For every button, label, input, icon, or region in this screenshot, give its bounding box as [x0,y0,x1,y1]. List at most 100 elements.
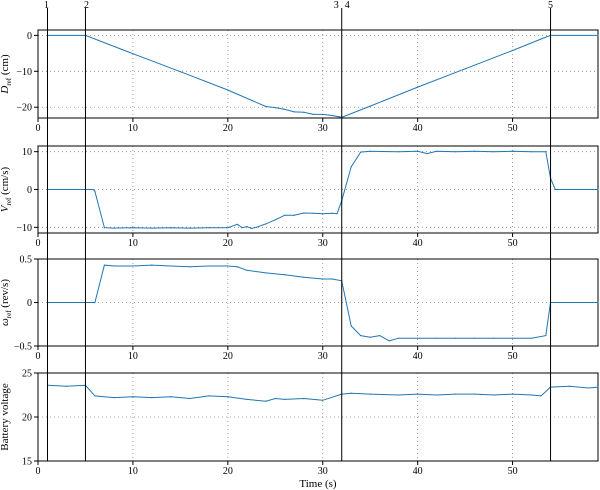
x-tick-label: 0 [36,351,41,362]
data-point [417,337,419,339]
data-point [322,213,324,215]
x-tick-label: 0 [36,466,41,477]
data-point [545,334,547,337]
marker-label: 4 [345,0,350,11]
x-tick-label: 50 [508,466,518,477]
data-point [284,214,286,216]
data-point [312,212,314,214]
data-point [208,227,210,229]
data-point [350,392,352,394]
x-tick-label: 20 [223,351,233,362]
data-point [597,386,599,388]
x-tick-label: 20 [223,123,233,134]
series-line [47,150,598,230]
x-tick-label: 40 [413,466,423,477]
data-point [265,400,267,402]
data-point [246,269,248,271]
data-point [208,265,210,267]
data-point [293,214,295,216]
x-tick-label: 10 [128,238,138,249]
data-point [151,264,153,266]
data-point [65,385,68,387]
data-point [227,265,229,267]
data-point [255,226,257,228]
data-point [284,274,286,276]
data-point [331,278,333,280]
data-point [417,86,419,88]
plot-frame [37,29,599,119]
x-tick-label: 30 [318,123,328,134]
data-point [94,190,96,192]
marker-label: 3 [334,0,339,11]
data-point [540,395,542,397]
data-point [250,227,253,230]
data-point [189,227,191,229]
data-point [284,398,286,400]
x-tick-label: 50 [508,351,518,362]
data-point [597,188,599,191]
data-point [436,337,438,339]
x-tick-label: 0 [36,123,41,134]
data-point [322,278,324,280]
y-axis-label: ωref (rev/s) [0,279,13,326]
data-point [227,396,229,398]
data-point [132,265,134,267]
data-point [530,151,533,153]
x-tick-label: 50 [508,123,518,134]
x-tick-label: 40 [413,238,423,249]
x-tick-label: 30 [318,351,328,362]
data-point [398,394,400,396]
data-point [265,272,267,274]
data-point [530,394,533,396]
y-tick-label: 0.5 [20,255,33,266]
data-point [360,151,362,153]
data-point [236,266,238,268]
data-point [170,396,172,398]
data-point [274,219,276,221]
x-tick-label: 40 [413,351,423,362]
data-point [132,53,134,55]
x-axis-label: Time (s) [299,478,337,490]
marker-label: 5 [548,0,553,11]
data-point [350,325,352,327]
x-tick-label: 30 [318,466,328,477]
data-point [322,399,324,401]
data-point [369,105,371,107]
x-tick-label: 10 [128,123,138,134]
data-point [369,336,371,338]
data-point [189,266,191,268]
data-point [94,395,96,397]
data-point [303,276,305,278]
data-point [369,150,371,152]
y-tick-label: −0.5 [14,342,32,353]
x-tick-label: 20 [223,466,233,477]
data-point [360,334,362,337]
data-point [474,337,476,339]
y-tick-label: 0 [27,31,32,42]
data-point [540,38,542,40]
data-point [474,150,476,152]
data-point [455,151,457,153]
data-point [103,227,106,229]
data-point [331,212,333,214]
data-point [530,337,533,339]
data-point [284,108,286,110]
data-point [492,394,495,396]
data-point [474,393,476,395]
y-tick-label: 0 [27,298,32,309]
data-point [398,151,400,153]
y-tick-label: −10 [16,223,32,234]
data-point [236,223,238,225]
data-point [179,71,181,73]
marker-label: 2 [84,0,89,11]
data-point [597,34,599,36]
data-point [511,337,514,339]
x-tick-label: 50 [508,238,518,249]
data-point [227,89,229,91]
data-point [113,227,115,229]
data-point [545,151,547,153]
data-point [388,340,390,342]
data-point [246,398,248,400]
data-point [597,301,599,304]
